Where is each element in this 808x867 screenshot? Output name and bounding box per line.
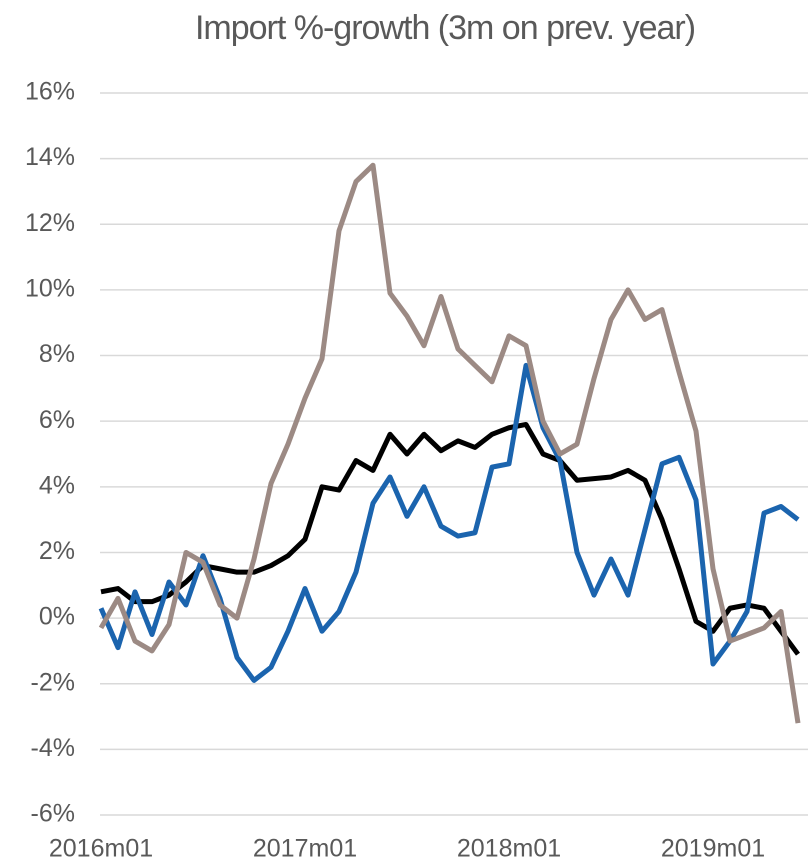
y-tick-label: -4% bbox=[31, 734, 75, 762]
y-tick-label: 6% bbox=[39, 406, 75, 434]
y-tick-label: 8% bbox=[39, 340, 75, 368]
y-tick-label: 4% bbox=[39, 471, 75, 499]
y-tick-label: -2% bbox=[31, 668, 75, 696]
y-tick-label: -6% bbox=[31, 800, 75, 828]
chart-title: Import %-growth (3m on prev. year) bbox=[195, 9, 695, 47]
y-tick-label: 2% bbox=[39, 537, 75, 565]
series-line bbox=[100, 421, 801, 656]
x-tick-label: 2018m01 bbox=[457, 835, 561, 863]
y-tick-label: 10% bbox=[25, 275, 75, 303]
x-tick-label: 2019m01 bbox=[661, 835, 765, 863]
y-tick-label: 12% bbox=[25, 209, 75, 237]
x-tick-label: 2016m01 bbox=[49, 835, 153, 863]
y-tick-label: 14% bbox=[25, 143, 75, 171]
x-tick-label: 2017m01 bbox=[253, 835, 357, 863]
series-line bbox=[98, 162, 801, 724]
y-tick-label: 16% bbox=[25, 78, 75, 106]
y-tick-label: 0% bbox=[39, 603, 75, 631]
series-line bbox=[98, 362, 800, 683]
